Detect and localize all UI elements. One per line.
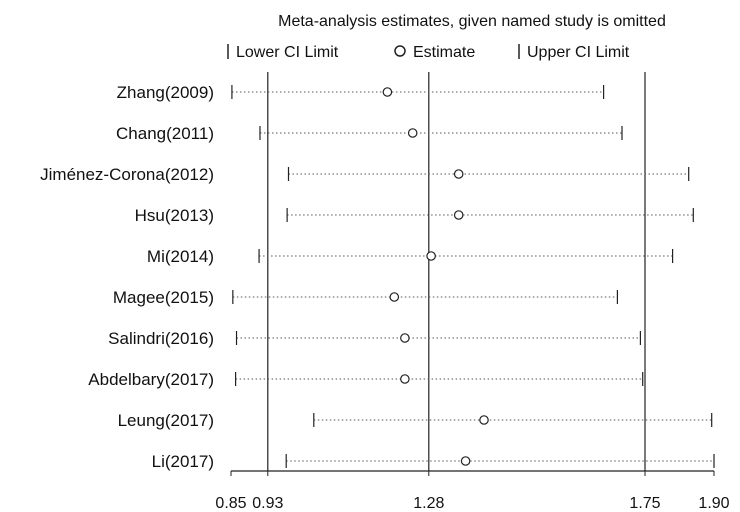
study-label-3: Hsu(2013) (135, 206, 214, 225)
x-tick-label-0: 0.85 (215, 495, 246, 512)
study-label-7: Abdelbary(2017) (88, 370, 214, 389)
study-label-2: Jiménez-Corona(2012) (40, 165, 214, 184)
x-tick-label-3: 1.75 (629, 495, 660, 512)
estimate-marker-2 (453, 169, 464, 179)
legend-estimate-label: Estimate (413, 44, 475, 61)
estimate-marker-5 (389, 292, 400, 302)
legend-lower-label: Lower CI Limit (236, 44, 339, 61)
estimate-marker-3 (453, 210, 464, 220)
study-label-8: Leung(2017) (118, 411, 214, 430)
estimate-marker-1 (407, 128, 418, 138)
x-tick-label-1: 0.93 (252, 495, 283, 512)
study-label-4: Mi(2014) (147, 247, 214, 266)
estimate-marker-0 (382, 87, 393, 97)
x-tick-label-4: 1.90 (698, 495, 729, 512)
study-label-9: Li(2017) (152, 452, 214, 471)
plot-area: 0.85 0.93 1.28 1.75 1.90 Zhang(2009) Chang(201… (40, 72, 730, 512)
legend-upper-label: Upper CI Limit (527, 44, 630, 61)
estimate-marker-4 (426, 251, 436, 261)
x-tick-label-2: 1.28 (413, 495, 444, 512)
estimate-marker-7 (400, 374, 410, 384)
study-label-6: Salindri(2016) (108, 329, 214, 348)
chart-title: Meta-analysis estimates, given named stu… (278, 13, 666, 30)
study-label-0: Zhang(2009) (117, 83, 214, 102)
estimate-marker-6 (400, 333, 410, 343)
estimate-marker-8 (479, 415, 489, 425)
estimate-marker-9 (460, 456, 471, 466)
legend-estimate-marker (394, 45, 406, 57)
legend: Lower CI Limit Estimate Upper CI Limit (227, 44, 630, 61)
study-label-1: Chang(2011) (116, 124, 214, 143)
study-label-5: Magee(2015) (113, 288, 214, 307)
